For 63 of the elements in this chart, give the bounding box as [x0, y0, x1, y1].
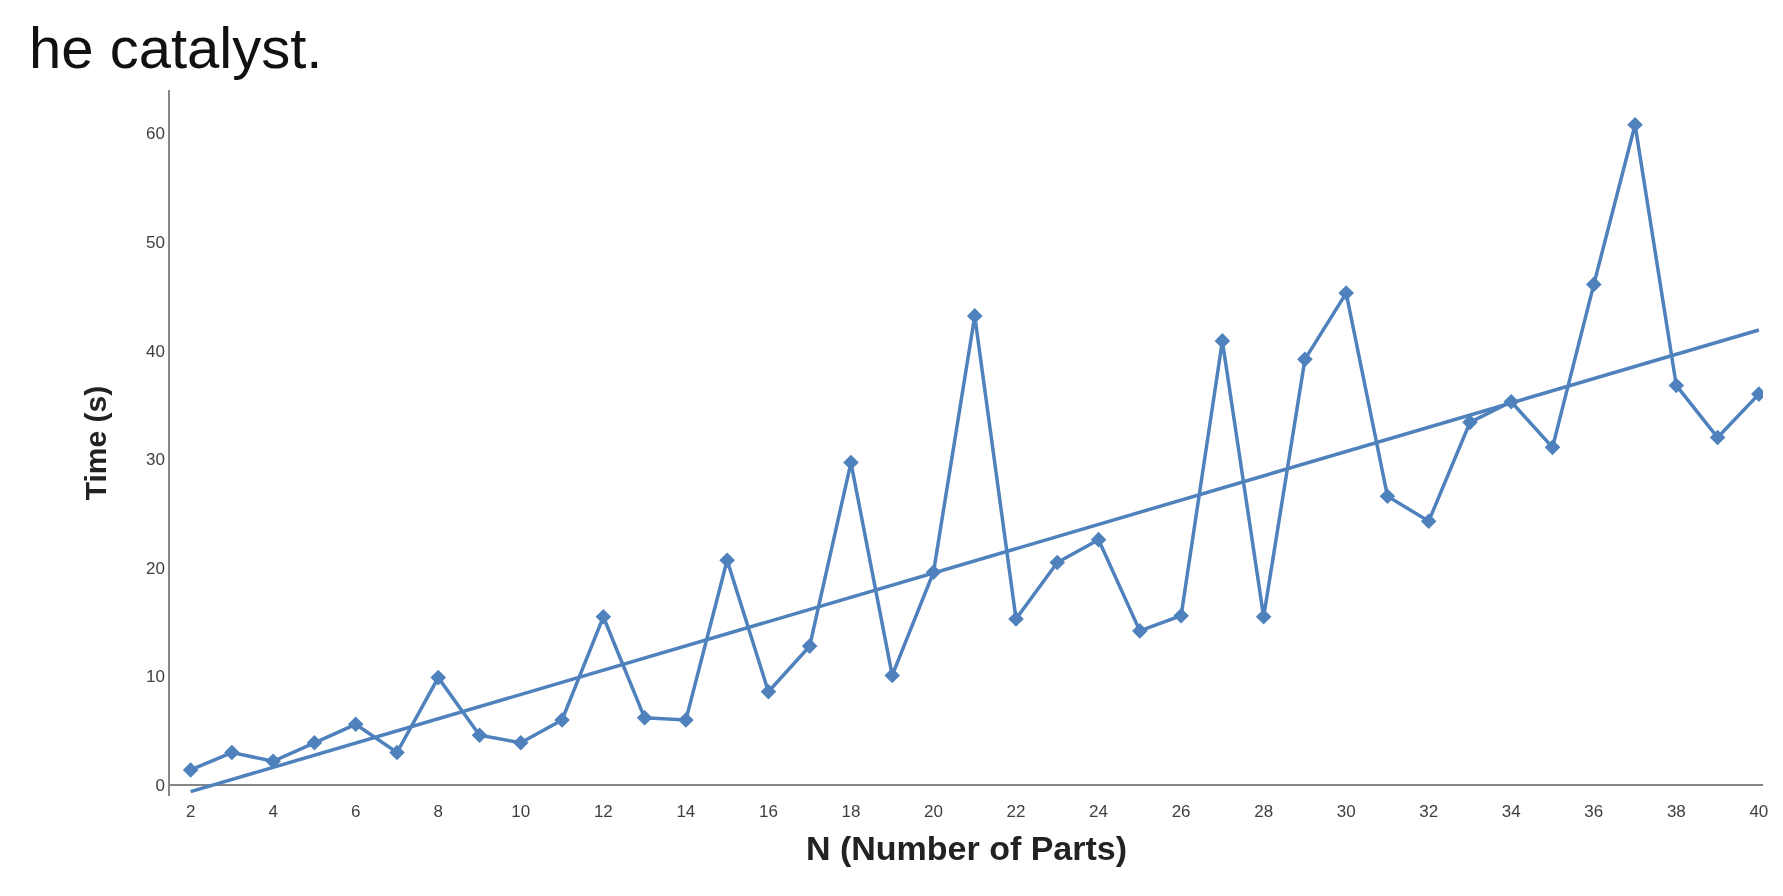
y-tick-label: 60 — [145, 124, 165, 144]
point — [1462, 414, 1478, 431]
point — [430, 669, 447, 686]
x-tick-label: 20 — [924, 802, 943, 822]
x-tick-label: 32 — [1419, 802, 1439, 822]
point — [801, 638, 818, 654]
point — [1379, 488, 1396, 505]
y-tick-label: 40 — [145, 341, 165, 361]
x-tick-label: 22 — [1006, 802, 1026, 822]
text: he catalyst. — [29, 15, 323, 80]
point — [966, 308, 983, 324]
point — [306, 734, 323, 751]
y-tick-label: 30 — [145, 450, 165, 470]
x-tick-label: 12 — [593, 802, 613, 822]
point — [1090, 531, 1107, 548]
x-tick-label: 26 — [1171, 802, 1191, 822]
point — [1709, 429, 1726, 446]
x-axis-title: N (Number of Parts) — [805, 828, 1128, 867]
x-tick-label: 4 — [268, 802, 278, 822]
x-tick-label: 28 — [1254, 802, 1274, 822]
point — [471, 727, 488, 743]
point — [389, 744, 405, 761]
point — [1297, 351, 1313, 368]
point — [182, 762, 199, 778]
point — [347, 716, 364, 733]
point — [760, 683, 777, 700]
point — [1627, 116, 1643, 133]
point — [224, 744, 240, 761]
x-tick-label: 10 — [511, 802, 531, 822]
point — [719, 552, 735, 569]
point — [1586, 276, 1602, 293]
point — [636, 710, 653, 726]
x-tick-label: 2 — [185, 802, 196, 822]
point — [884, 667, 901, 684]
point — [554, 712, 570, 728]
x-tick-label: 14 — [676, 802, 696, 822]
y-tick-label: 50 — [145, 233, 165, 253]
point — [1008, 611, 1024, 627]
point — [1544, 439, 1561, 456]
point — [1338, 285, 1354, 301]
y-axis-title: Time (s) — [79, 385, 113, 501]
point — [512, 734, 529, 751]
x-tick-label: 24 — [1089, 802, 1109, 822]
x-tick-label: 6 — [350, 802, 361, 822]
point — [1668, 377, 1685, 394]
x-tick-label: 34 — [1501, 802, 1521, 822]
x-tick-label: 40 — [1749, 802, 1769, 822]
x-tick-label: 18 — [841, 802, 861, 822]
point — [1173, 607, 1189, 624]
x-tick-label: 30 — [1336, 802, 1356, 822]
point — [678, 712, 694, 728]
x-tick-label: 36 — [1584, 802, 1604, 822]
point — [595, 608, 612, 625]
point — [1420, 513, 1437, 529]
y-tick-label: 0 — [155, 776, 165, 796]
point — [1214, 333, 1231, 349]
x-tick-label: 38 — [1666, 802, 1686, 822]
point — [1049, 554, 1066, 571]
y-tick-label: 10 — [145, 667, 165, 687]
x-tick-label: 8 — [433, 802, 443, 822]
y-tick-label: 20 — [145, 558, 165, 578]
x-tick-label: 16 — [758, 802, 778, 822]
point — [1132, 623, 1148, 639]
